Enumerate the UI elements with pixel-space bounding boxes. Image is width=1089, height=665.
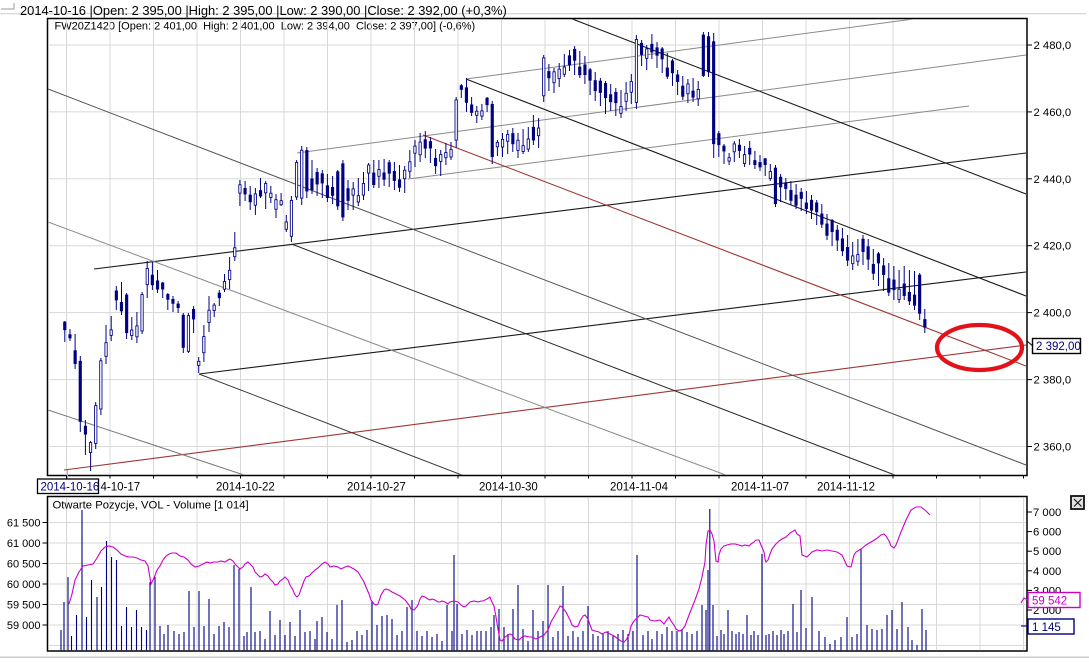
svg-text:2014-11-04: 2014-11-04 xyxy=(610,482,669,494)
svg-text:2014-10-16 |Open: 2 395,00 |Hi: 2014-10-16 |Open: 2 395,00 |High: 2 395,… xyxy=(20,3,507,18)
svg-text:1 145: 1 145 xyxy=(1032,622,1061,634)
svg-text:2014-11-12: 2014-11-12 xyxy=(817,482,875,494)
svg-text:59 542: 59 542 xyxy=(1032,596,1067,608)
svg-text:2 420,0: 2 420,0 xyxy=(1034,241,1072,253)
svg-text:2 360,0: 2 360,0 xyxy=(1034,442,1072,454)
svg-text:2014-10-16: 2014-10-16 xyxy=(41,482,100,494)
svg-text:59 500: 59 500 xyxy=(7,600,41,612)
svg-text:2 440,0: 2 440,0 xyxy=(1034,174,1072,186)
svg-text:2 392,00: 2 392,00 xyxy=(1036,341,1081,353)
svg-text:Otwarte Pozycje, VOL - Volume: Otwarte Pozycje, VOL - Volume [1 014] xyxy=(53,500,249,512)
svg-text:2014-10-30: 2014-10-30 xyxy=(479,482,538,494)
svg-text:61 000: 61 000 xyxy=(7,538,41,550)
svg-text:4-10-17: 4-10-17 xyxy=(101,482,141,494)
svg-text:2014-11-07: 2014-11-07 xyxy=(731,482,789,494)
svg-text:60 000: 60 000 xyxy=(7,579,41,591)
svg-text:FW20Z1420 [Open: 2 401,00 Hig: FW20Z1420 [Open: 2 401,00 High: 2 401,00… xyxy=(55,21,476,33)
svg-text:60 500: 60 500 xyxy=(7,559,41,571)
svg-text:2014-10-27: 2014-10-27 xyxy=(347,482,406,494)
svg-text:59 000: 59 000 xyxy=(7,620,41,632)
svg-text:6 000: 6 000 xyxy=(1033,527,1061,539)
svg-text:5 000: 5 000 xyxy=(1033,546,1061,558)
svg-text:2 480,0: 2 480,0 xyxy=(1034,40,1072,52)
svg-text:4 000: 4 000 xyxy=(1033,566,1061,578)
svg-text:7 000: 7 000 xyxy=(1033,507,1061,519)
svg-text:2 460,0: 2 460,0 xyxy=(1034,107,1072,119)
svg-text:2014-10-22: 2014-10-22 xyxy=(216,482,275,494)
svg-text:61 500: 61 500 xyxy=(7,518,41,530)
svg-text:2 380,0: 2 380,0 xyxy=(1034,375,1072,387)
svg-text:2 400,0: 2 400,0 xyxy=(1034,308,1072,320)
